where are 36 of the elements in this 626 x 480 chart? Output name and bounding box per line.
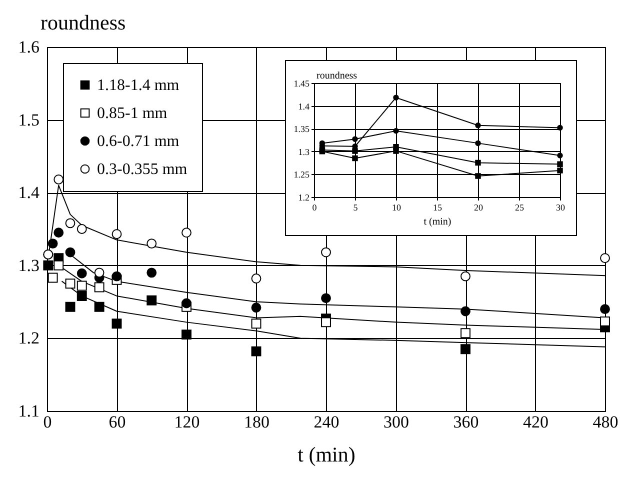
x-tick-label: 10 xyxy=(392,202,402,212)
y-tick-label: 1.3 xyxy=(298,146,310,157)
x-tick-label: 0 xyxy=(312,202,318,212)
y-axis-title: roundness xyxy=(316,70,358,82)
x-tick-label: 180 xyxy=(244,412,270,432)
y-tick-label: 1.6 xyxy=(18,38,40,56)
x-tick-label: 360 xyxy=(453,412,479,432)
x-tick-label: 480 xyxy=(592,412,618,432)
x-tick-label: 20 xyxy=(474,202,484,212)
x-tick-label: 60 xyxy=(108,412,126,432)
legend-label: 0.3-0.355 mm xyxy=(97,161,188,178)
x-tick-label: 0 xyxy=(43,412,52,432)
y-axis-title: roundness xyxy=(40,10,126,34)
x-axis-title: t (min) xyxy=(298,442,356,466)
x-tick-label: 30 xyxy=(556,202,566,212)
x-tick-label: 25 xyxy=(515,202,524,212)
x-tick-label: 5 xyxy=(353,202,358,212)
x-tick-label: 15 xyxy=(433,202,442,212)
y-tick-label: 1.5 xyxy=(18,110,40,130)
y-tick-label: 1.1 xyxy=(18,402,40,420)
y-tick-label: 1.4 xyxy=(298,101,310,112)
y-tick-label: 1.35 xyxy=(294,124,310,134)
y-tick-label: 1.2 xyxy=(18,328,40,348)
legend-label: 0.85-1 mm xyxy=(97,105,168,122)
x-tick-label: 240 xyxy=(314,412,340,432)
x-axis-title: t (min) xyxy=(424,216,452,228)
y-tick-label: 1.2 xyxy=(298,192,310,202)
x-tick-label: 300 xyxy=(384,412,409,432)
legend-label: 0.6-0.71 mm xyxy=(97,133,180,150)
y-tick-label: 1.45 xyxy=(294,78,310,88)
y-tick-label: 1.4 xyxy=(18,183,40,202)
x-tick-label: 420 xyxy=(523,412,548,432)
x-tick-label: 120 xyxy=(174,412,200,432)
y-tick-label: 1.25 xyxy=(294,170,310,180)
y-tick-label: 1.3 xyxy=(18,256,40,275)
legend-label: 1.18-1.4 mm xyxy=(97,77,180,94)
